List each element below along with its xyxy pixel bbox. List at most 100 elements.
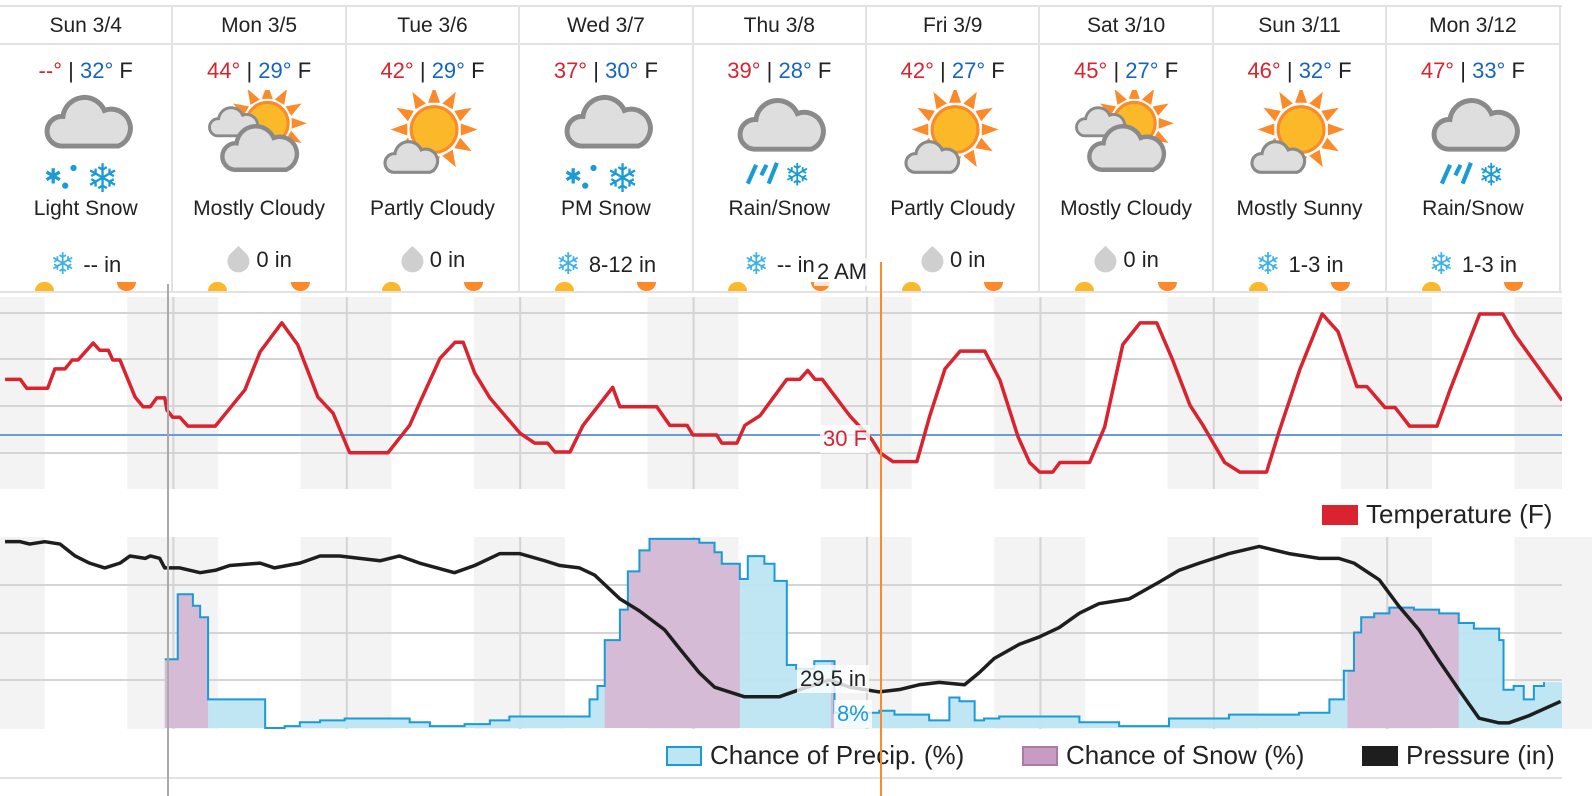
svg-text:❄: ❄ xyxy=(86,157,119,194)
high-temp: 42° xyxy=(900,58,934,83)
high-temp: 45° xyxy=(1074,58,1108,83)
precip-amount: 0 in xyxy=(1040,245,1211,277)
day-column[interactable]: Mon 3/5 44° | 29° F Mostly Cloudy 0 in xyxy=(173,7,347,293)
precip-amount-label: 0 in xyxy=(429,247,466,272)
day-column[interactable]: Fri 3/9 42° | 27° F Partly Cloudy 0 in xyxy=(867,7,1041,293)
day-label: Mon 3/5 xyxy=(173,7,345,45)
legend-swatch-temperature xyxy=(1322,504,1358,525)
separator: | xyxy=(1113,58,1120,83)
legend-precip[interactable]: Chance of Precip. (%) xyxy=(666,740,964,771)
precip-amount-label: 1-3 in xyxy=(1288,251,1344,277)
hi-lo-temps: 37° | 30° F xyxy=(520,58,691,86)
condition-label: PM Snow xyxy=(560,197,651,220)
day-column[interactable]: Sat 3/10 45° | 27° F Mostly Cloudy 0 in xyxy=(1040,7,1214,293)
day-column[interactable]: Wed 3/7 37° | 30° F ✱ ❄ PM Snow ❄ 8-12 in xyxy=(520,7,694,293)
precip-amount: ❄ -- in xyxy=(0,247,171,282)
low-temp: 33° xyxy=(1472,58,1506,83)
sunrise-icon xyxy=(1248,282,1268,291)
condition-label: Partly Cloudy xyxy=(890,197,1016,220)
precip-pressure-chart[interactable] xyxy=(0,537,1592,729)
raindrop-icon xyxy=(223,245,255,277)
snowflake-icon: ❄ xyxy=(1255,248,1281,281)
raindrop-icon xyxy=(396,245,428,277)
divider xyxy=(0,777,1562,779)
svg-text:❄: ❄ xyxy=(1478,158,1504,193)
hi-lo-temps: 44° | 29° F xyxy=(173,58,344,86)
temperature-chart[interactable] xyxy=(0,297,1562,489)
raindrop-icon xyxy=(916,245,948,277)
legend-snow[interactable]: Chance of Snow (%) xyxy=(1022,740,1304,771)
sunrise-icon xyxy=(554,282,574,291)
current-time-line xyxy=(166,284,169,796)
rain-snow-icon: ❄ xyxy=(1431,98,1520,193)
condition-label: Rain/Snow xyxy=(728,197,831,220)
low-temp: 29° xyxy=(258,58,292,83)
legend-label: Chance of Precip. (%) xyxy=(710,740,965,770)
svg-text:✱: ✱ xyxy=(564,166,581,189)
condition-label: Partly Cloudy xyxy=(370,197,495,220)
temp-unit: F xyxy=(1338,58,1352,83)
sunrise-icon xyxy=(208,282,228,291)
condition-label: Mostly Sunny xyxy=(1236,197,1363,220)
snowflake-icon: ❄ xyxy=(743,248,769,281)
hi-lo-temps: 46° | 32° F xyxy=(1214,58,1385,86)
day-column[interactable]: Sun 3/4 --° | 32° F ✱ ❄ Light Snow ❄ -- in xyxy=(0,7,174,293)
precip-amount-label: 1-3 in xyxy=(1461,251,1517,277)
high-temp: 44° xyxy=(207,58,241,83)
day-column[interactable]: Sun 3/11 46° | 32° F Mostly Sunny ❄ 1-3 i… xyxy=(1213,7,1388,293)
precip-amount-label: 0 in xyxy=(256,247,292,272)
snow-area xyxy=(164,594,209,728)
svg-text:❄: ❄ xyxy=(606,157,639,194)
temp-unit: F xyxy=(1164,58,1179,83)
precip-amount-label: 8-12 in xyxy=(588,251,657,277)
partly-cloudy-icon xyxy=(1250,90,1346,174)
low-temp: 27° xyxy=(951,58,986,83)
legend-temperature[interactable]: Temperature (F) xyxy=(1322,499,1552,530)
low-temp: 29° xyxy=(431,58,465,83)
day-label: Sat 3/10 xyxy=(1040,7,1212,45)
precip-amount: 0 in xyxy=(173,245,344,277)
day-column[interactable]: Tue 3/6 42° | 29° F Partly Cloudy 0 in xyxy=(346,7,521,293)
hover-cursor-line xyxy=(880,262,882,796)
sunset-icon xyxy=(117,282,137,291)
separator: | xyxy=(593,58,599,83)
svg-text:✱: ✱ xyxy=(44,166,61,189)
partly-cloudy-icon xyxy=(904,90,999,174)
precip-amount-label: -- in xyxy=(83,251,122,277)
cursor-precip-label: 8% xyxy=(834,700,872,728)
day-label: Thu 3/8 xyxy=(693,7,865,45)
rain-snow-icon: ❄ xyxy=(737,98,827,193)
pressure-line xyxy=(5,539,1562,725)
day-column[interactable]: Mon 3/12 47° | 33° F ❄ Rain/Snow ❄ 1-3 in xyxy=(1387,7,1561,293)
sunset-icon xyxy=(1504,282,1524,291)
day-column[interactable]: Thu 3/8 39° | 28° F ❄ Rain/Snow ❄ -- in xyxy=(693,7,867,293)
hi-lo-temps: --° | 32° F xyxy=(0,58,171,86)
sunset-icon xyxy=(984,282,1004,291)
temp-unit: F xyxy=(119,58,133,83)
precip-amount: ❄ 1-3 in xyxy=(1387,247,1558,282)
precip-amount: ❄ -- in xyxy=(694,247,865,282)
condition-label: Mostly Cloudy xyxy=(1060,197,1193,220)
temp-unit: F xyxy=(471,58,485,83)
separator: | xyxy=(419,58,426,83)
high-temp: 46° xyxy=(1247,58,1281,83)
separator: | xyxy=(766,58,773,83)
daily-forecast-row: Sun 3/4 --° | 32° F ✱ ❄ Light Snow ❄ -- in… xyxy=(0,5,1562,293)
legend-pressure[interactable]: Pressure (in) xyxy=(1362,740,1555,771)
cursor-temp-label: 30 F xyxy=(820,425,871,453)
sunrise-icon xyxy=(728,282,748,291)
legend-label: Temperature (F) xyxy=(1366,499,1553,529)
separator: | xyxy=(1460,58,1466,83)
mostly-cloudy-icon xyxy=(1075,90,1174,172)
low-temp: 30° xyxy=(605,58,639,83)
low-temp: 32° xyxy=(79,58,114,83)
precip-amount: 0 in xyxy=(867,245,1038,277)
snow-area xyxy=(1347,607,1459,728)
high-temp: --° xyxy=(38,58,62,83)
legend-swatch-snow xyxy=(1022,745,1058,766)
temp-unit: F xyxy=(817,58,832,83)
day-label: Sun 3/11 xyxy=(1213,7,1386,45)
low-temp: 27° xyxy=(1125,58,1159,83)
day-label: Fri 3/9 xyxy=(867,7,1039,45)
sunset-icon xyxy=(1330,282,1350,291)
